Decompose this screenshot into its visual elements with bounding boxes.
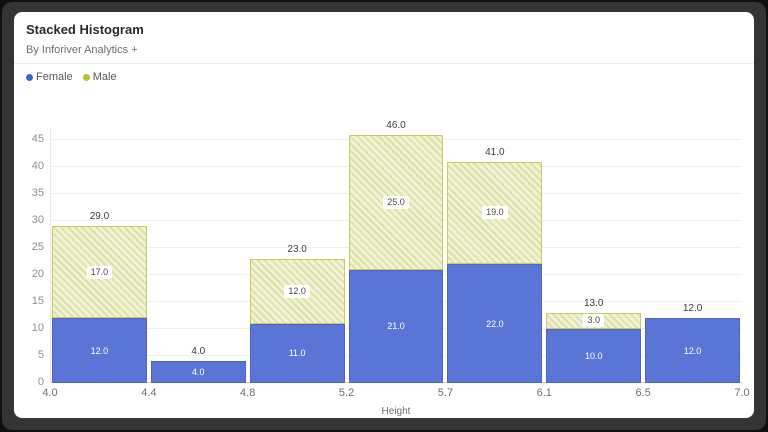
x-axis-tick-label: 5.7 (437, 387, 454, 399)
male-value-label: 12.0 (284, 284, 310, 298)
header-divider (14, 63, 754, 64)
legend-item-label: Female (36, 71, 73, 83)
y-axis-tick-label: 15 (31, 295, 44, 307)
bar-segment-male[interactable]: 17.0 (52, 226, 147, 319)
bar-total-label: 4.0 (191, 346, 206, 358)
x-axis-tick-label: 4.0 (42, 387, 58, 399)
x-axis-tick-label: 5.2 (338, 387, 355, 399)
legend: Female Male (26, 71, 117, 83)
y-axis-tick-label: 0 (37, 376, 44, 388)
bar-segment-female[interactable]: 22.0 (447, 264, 543, 383)
bar-total-label: 12.0 (682, 303, 703, 315)
y-axis-tick-label: 20 (31, 268, 44, 280)
bar-segment-male[interactable]: 12.0 (249, 258, 345, 324)
y-axis-tick-label: 10 (31, 322, 44, 334)
female-value-label: 12.0 (90, 345, 109, 356)
male-value-label: 17.0 (86, 265, 113, 279)
bar-total-label: 23.0 (287, 243, 307, 255)
x-axis-tick-label: 6.5 (635, 387, 651, 399)
bar-segment-female[interactable]: 10.0 (546, 329, 642, 383)
bar-segment-male[interactable]: 19.0 (447, 161, 543, 265)
page-title: Stacked Histogram (26, 22, 144, 37)
y-axis-tick-label: 35 (31, 187, 44, 199)
male-legend-dot-icon (82, 73, 90, 81)
y-axis-tick-label: 30 (31, 214, 44, 226)
legend-item-label: Male (92, 71, 117, 83)
bar-total-label: 29.0 (89, 211, 110, 223)
legend-item-female[interactable]: Female (26, 71, 73, 83)
female-value-label: 12.0 (683, 345, 702, 356)
male-value-label: 3.0 (583, 314, 604, 328)
visual-card: Stacked Histogram By Inforiver Analytics… (14, 12, 754, 418)
bar-segment-female[interactable]: 11.0 (249, 323, 345, 383)
female-value-label: 4.0 (192, 367, 205, 378)
bar-total-label: 13.0 (583, 297, 604, 309)
female-legend-dot-icon (26, 73, 33, 81)
y-axis-tick-label: 45 (31, 133, 44, 145)
male-value-label: 19.0 (482, 206, 508, 220)
female-value-label: 11.0 (288, 348, 306, 359)
bar-total-label: 41.0 (485, 146, 505, 158)
male-value-label: 25.0 (383, 195, 409, 209)
x-axis-tick-label: 4.8 (240, 387, 256, 399)
y-axis-tick-label: 40 (31, 160, 44, 172)
female-value-label: 22.0 (486, 318, 504, 329)
chart-region: 12.0 17.0 29.0 4.0 4.0 11.0 12.0 23.0 21.0 25.0 46… (14, 102, 754, 418)
bar-segment-female[interactable]: 4.0 (150, 361, 246, 383)
female-value-label: 21.0 (387, 321, 405, 332)
x-axis-tick-label: 7.0 (734, 387, 750, 399)
bar-segment-female[interactable]: 21.0 (348, 269, 444, 383)
legend-item-male[interactable]: Male (82, 71, 117, 83)
bar-segment-female[interactable]: 12.0 (645, 318, 740, 383)
bar-total-label: 46.0 (386, 119, 406, 131)
y-axis-tick-label: 25 (31, 241, 44, 253)
x-axis-tick-label: 6.1 (536, 387, 552, 399)
bar-segment-female[interactable]: 12.0 (52, 318, 147, 383)
plot-area: 12.0 17.0 29.0 4.0 4.0 11.0 12.0 23.0 21.0 25.0 46… (50, 120, 742, 383)
x-axis-title: Height (381, 406, 411, 417)
bar-segment-male[interactable]: 3.0 (546, 312, 642, 329)
bar-segment-male[interactable]: 25.0 (348, 134, 444, 270)
y-axis-line (50, 127, 51, 383)
visual-subtitle: By Inforiver Analytics + (26, 44, 138, 56)
x-axis-tick-label: 4.4 (141, 387, 157, 399)
visual-header: Stacked Histogram By Inforiver Analytics… (26, 22, 742, 56)
female-value-label: 10.0 (584, 351, 603, 361)
y-axis-tick-label: 5 (37, 349, 44, 361)
